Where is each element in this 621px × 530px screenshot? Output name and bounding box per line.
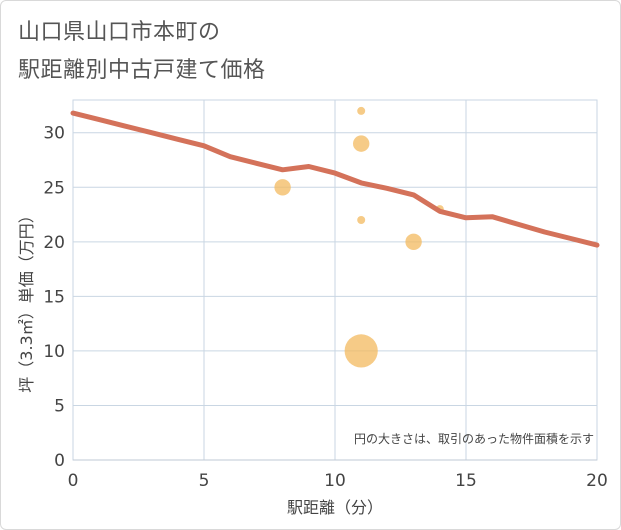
scatter-point-1 bbox=[357, 106, 366, 115]
scatter-point-5 bbox=[405, 233, 422, 251]
chart-title-line-2: 駅距離別中古戸建て価格 bbox=[18, 58, 266, 83]
x-axis-label: 駅距離（分） bbox=[287, 498, 383, 517]
scatter-point-4 bbox=[344, 334, 378, 368]
x-tick-label-4: 20 bbox=[586, 471, 608, 491]
y-tick-label-0: 0 bbox=[54, 451, 65, 471]
y-tick-label-4: 20 bbox=[43, 233, 65, 253]
scatter-point-0 bbox=[274, 179, 291, 196]
y-tick-label-1: 5 bbox=[54, 396, 65, 416]
x-tick-label-1: 5 bbox=[199, 471, 210, 491]
trend-line bbox=[70, 110, 600, 248]
size-legend-note: 円の大きさは、取引のあった物件面積を示す bbox=[354, 431, 594, 446]
y-tick-label-2: 10 bbox=[43, 342, 65, 362]
x-tick-label-2: 10 bbox=[324, 471, 346, 491]
x-tick-label-0: 0 bbox=[68, 471, 79, 491]
y-tick-label-3: 15 bbox=[43, 287, 65, 307]
x-tick-label-3: 15 bbox=[455, 471, 477, 491]
y-axis-label: 坪（3.3㎡）単価（万円） bbox=[17, 207, 36, 392]
scatter-point-2 bbox=[353, 135, 370, 152]
chart-title-line-1: 山口県山口市本町の bbox=[18, 20, 221, 45]
scatter-point-3 bbox=[357, 216, 366, 224]
y-tick-label-6: 30 bbox=[43, 124, 65, 144]
y-tick-label-5: 25 bbox=[43, 178, 65, 198]
